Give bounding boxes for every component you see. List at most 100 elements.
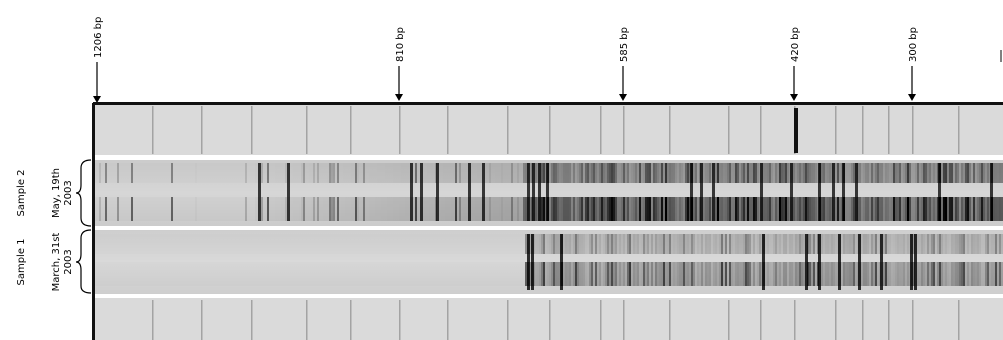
gel-band <box>507 163 509 183</box>
gel-band <box>95 234 97 254</box>
gel-band <box>391 163 393 183</box>
gel-band <box>549 234 551 254</box>
gel-band <box>513 234 515 254</box>
gel-band <box>465 262 467 286</box>
gel-band <box>809 197 811 221</box>
gel-band <box>835 262 837 286</box>
gel-band <box>151 262 153 286</box>
gel-band <box>101 234 103 254</box>
gel-band <box>842 163 845 221</box>
gel-band <box>173 234 175 254</box>
gel-band <box>651 163 653 183</box>
gel-band <box>525 197 527 221</box>
gel-band <box>323 197 325 221</box>
gel-band <box>791 262 793 286</box>
marker-band-420 <box>794 108 798 153</box>
gel-band <box>851 234 853 254</box>
gel-band <box>321 234 323 254</box>
gel-band <box>311 163 313 183</box>
gel-band <box>695 197 697 221</box>
gel-band <box>247 197 249 221</box>
gel-band <box>445 234 447 254</box>
gel-band <box>959 262 961 286</box>
gel-band <box>683 234 685 254</box>
gel-band <box>989 262 991 286</box>
gel-band <box>425 234 427 254</box>
gel-band <box>823 163 825 183</box>
gel-band <box>888 300 890 340</box>
gel-band <box>365 262 367 286</box>
gel-band <box>513 262 515 286</box>
gel-band <box>267 234 269 254</box>
gel-band <box>431 197 433 221</box>
gel-band <box>337 262 339 286</box>
gel-band <box>383 163 385 183</box>
gel-band <box>787 163 789 183</box>
gel-band <box>815 234 817 254</box>
gel-band <box>153 163 155 183</box>
gel-band <box>595 163 597 183</box>
gel-band <box>127 163 129 183</box>
gel-band <box>229 163 231 183</box>
gel-band <box>397 234 399 254</box>
gel-band <box>405 163 407 183</box>
gel-band <box>343 197 345 221</box>
gel-band <box>743 262 745 286</box>
gel-band <box>901 163 903 183</box>
gel-band <box>485 262 487 286</box>
gel-band <box>703 197 705 221</box>
gel-band <box>581 163 583 183</box>
gel-band <box>567 234 569 254</box>
gel-band <box>949 262 951 286</box>
gel-band <box>745 262 747 286</box>
gel-band <box>141 163 143 183</box>
gel-band <box>152 300 154 340</box>
gel-band <box>463 262 465 286</box>
gel-band <box>719 262 721 286</box>
gel-band <box>427 262 429 286</box>
gel-band <box>617 262 619 286</box>
gel-band <box>943 163 945 183</box>
gel-band <box>818 234 821 290</box>
gel-band <box>461 163 463 183</box>
gel-band <box>281 234 283 254</box>
gel-band <box>703 234 705 254</box>
gel-band <box>701 262 703 286</box>
gel-band <box>413 234 415 254</box>
gel-band <box>201 106 203 154</box>
gel-band <box>667 197 669 221</box>
gel-band <box>741 163 743 183</box>
gel-band <box>825 163 827 183</box>
gel-band <box>912 106 914 154</box>
gel-band <box>339 197 341 221</box>
gel-band <box>987 262 989 286</box>
gel-band <box>473 197 475 221</box>
gel-band <box>417 234 419 254</box>
gel-band <box>929 234 931 254</box>
gel-band <box>221 197 223 221</box>
gel-band <box>405 197 407 221</box>
gel-band <box>599 163 601 183</box>
gel-band <box>559 197 561 221</box>
gel-band <box>357 234 359 254</box>
gel-band <box>171 234 173 254</box>
gel-band <box>527 234 530 290</box>
gel-band <box>779 262 781 286</box>
gel-band <box>973 163 975 183</box>
gel-band <box>647 262 649 286</box>
gel-band <box>131 262 133 286</box>
gel-band <box>353 197 355 221</box>
gel-band <box>569 262 571 286</box>
gel-band <box>871 163 873 183</box>
gel-band <box>757 163 759 183</box>
gel-band <box>999 197 1001 221</box>
gel-band <box>869 262 871 286</box>
gel-band <box>399 163 401 183</box>
gel-band <box>975 262 977 286</box>
gel-band <box>205 234 207 254</box>
gel-band <box>935 262 937 286</box>
gel-band <box>211 197 213 221</box>
gel-band <box>459 234 461 254</box>
gel-band <box>899 262 901 286</box>
gel-band <box>459 163 461 183</box>
